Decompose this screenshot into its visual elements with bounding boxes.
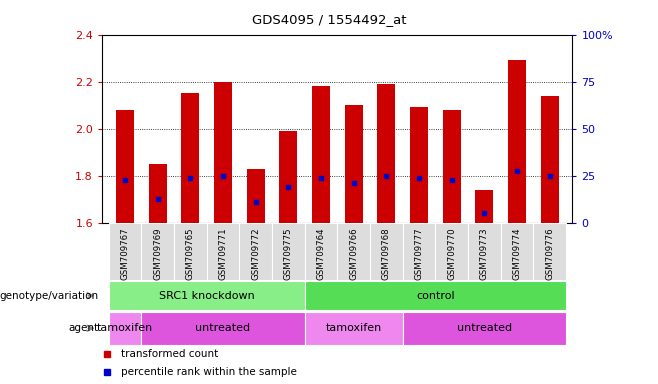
- Text: GSM709773: GSM709773: [480, 227, 489, 280]
- Text: control: control: [416, 291, 455, 301]
- Bar: [279, 131, 297, 223]
- Bar: [370, 223, 403, 280]
- Text: GSM709775: GSM709775: [284, 227, 293, 280]
- Text: untreated: untreated: [457, 323, 512, 333]
- Bar: [305, 223, 338, 280]
- Bar: [410, 108, 428, 223]
- Text: genotype/variation: genotype/variation: [0, 291, 99, 301]
- Bar: [435, 223, 468, 280]
- Bar: [403, 312, 566, 345]
- Text: GSM709765: GSM709765: [186, 227, 195, 280]
- Text: transformed count: transformed count: [121, 349, 218, 359]
- Bar: [174, 223, 207, 280]
- Bar: [116, 110, 134, 223]
- Bar: [247, 169, 265, 223]
- Text: GSM709777: GSM709777: [415, 227, 423, 280]
- Bar: [508, 60, 526, 223]
- Bar: [305, 281, 566, 310]
- Text: GDS4095 / 1554492_at: GDS4095 / 1554492_at: [252, 13, 406, 26]
- Bar: [533, 223, 566, 280]
- Bar: [541, 96, 559, 223]
- Text: tamoxifen: tamoxifen: [326, 323, 382, 333]
- Bar: [141, 312, 305, 345]
- Text: GSM709769: GSM709769: [153, 227, 162, 280]
- Bar: [109, 223, 141, 280]
- Bar: [141, 223, 174, 280]
- Text: GSM709774: GSM709774: [513, 227, 521, 280]
- Text: GSM709766: GSM709766: [349, 227, 358, 280]
- Text: tamoxifen: tamoxifen: [97, 323, 153, 333]
- Bar: [403, 223, 435, 280]
- Bar: [214, 82, 232, 223]
- Bar: [149, 164, 166, 223]
- Bar: [443, 110, 461, 223]
- Text: percentile rank within the sample: percentile rank within the sample: [121, 367, 297, 377]
- Text: GSM709776: GSM709776: [545, 227, 554, 280]
- Bar: [468, 223, 501, 280]
- Bar: [312, 86, 330, 223]
- Text: untreated: untreated: [195, 323, 251, 333]
- Bar: [240, 223, 272, 280]
- Text: GSM709770: GSM709770: [447, 227, 456, 280]
- Text: GSM709767: GSM709767: [120, 227, 130, 280]
- Bar: [345, 105, 363, 223]
- Bar: [475, 190, 494, 223]
- Bar: [109, 281, 305, 310]
- Text: agent: agent: [68, 323, 99, 333]
- Text: GSM709771: GSM709771: [218, 227, 228, 280]
- Bar: [305, 312, 403, 345]
- Text: GSM709772: GSM709772: [251, 227, 260, 280]
- Bar: [272, 223, 305, 280]
- Bar: [181, 93, 199, 223]
- Bar: [109, 312, 141, 345]
- Text: SRC1 knockdown: SRC1 knockdown: [159, 291, 255, 301]
- Text: GSM709764: GSM709764: [316, 227, 326, 280]
- Bar: [338, 223, 370, 280]
- Bar: [207, 223, 240, 280]
- Bar: [377, 84, 395, 223]
- Bar: [501, 223, 533, 280]
- Text: GSM709768: GSM709768: [382, 227, 391, 280]
